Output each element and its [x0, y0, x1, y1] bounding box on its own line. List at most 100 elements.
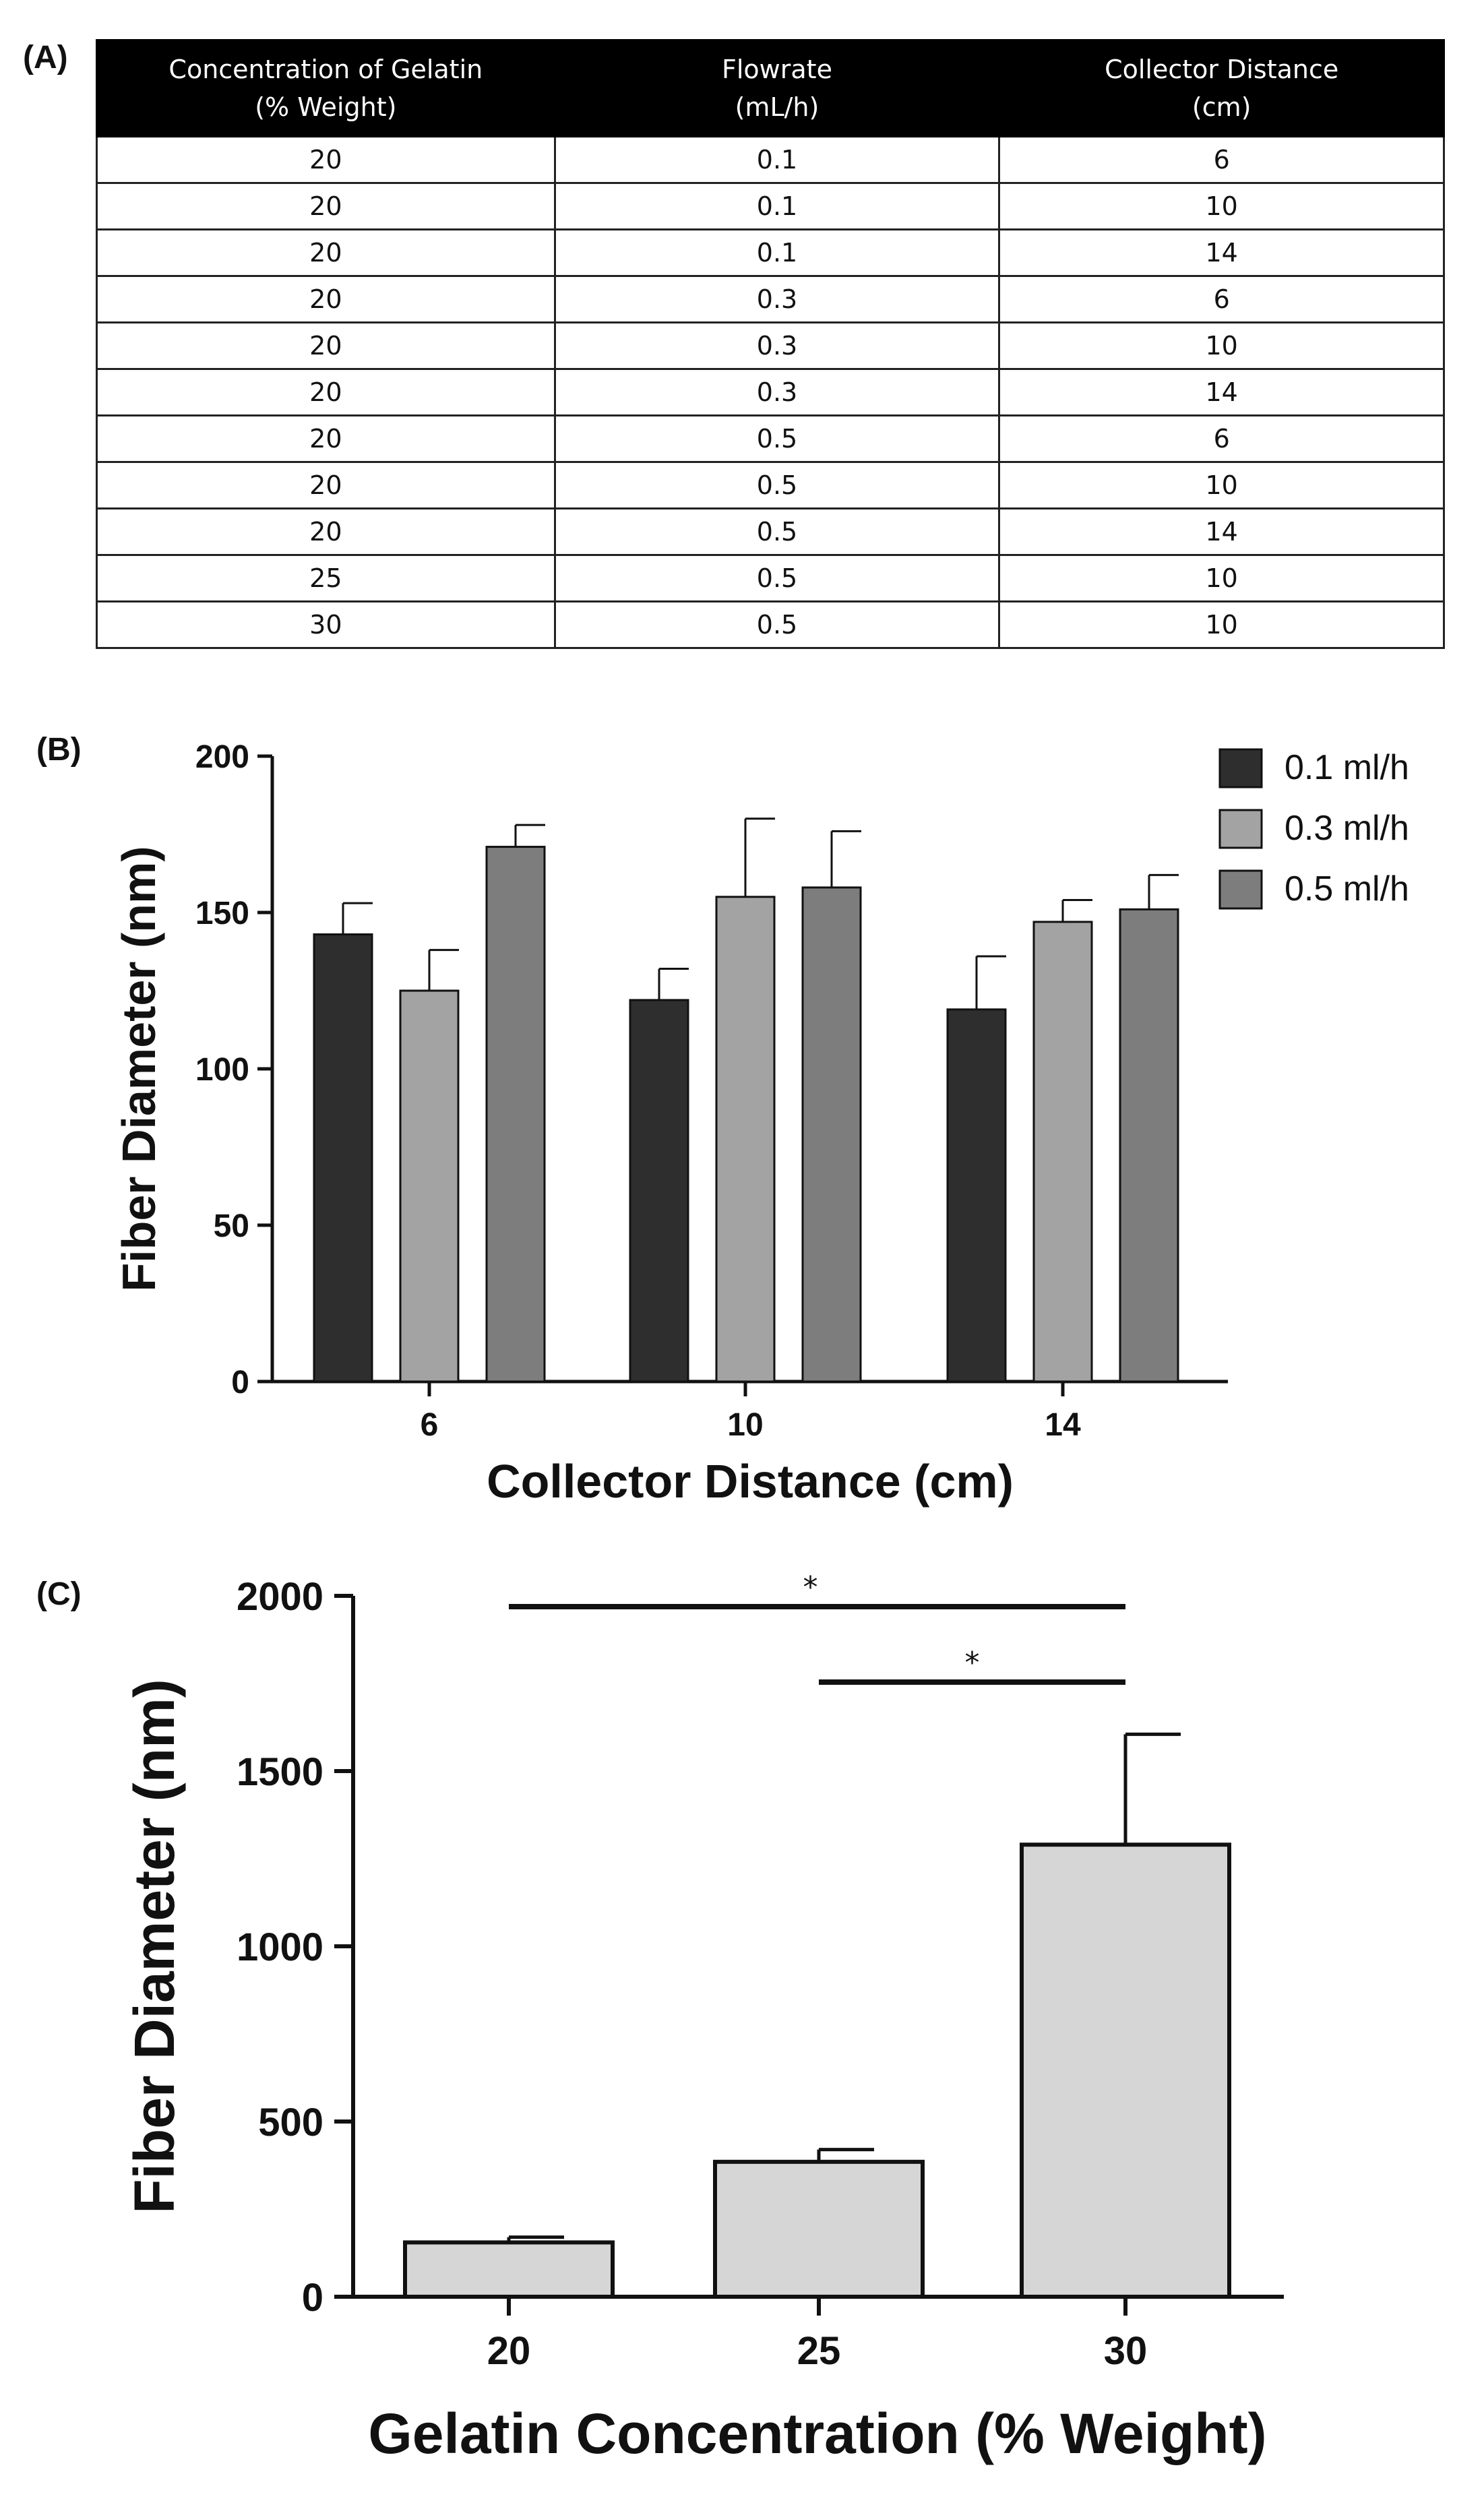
table-cell: 0.5 — [553, 600, 1001, 649]
table-row: 25 0.5 10 — [96, 554, 1445, 602]
significance-star: * — [803, 1570, 818, 1605]
x-tick-label: 6 — [421, 1407, 439, 1443]
table-cell: 0.3 — [553, 275, 1001, 323]
significance-star: * — [965, 1646, 980, 1680]
table-row: 20 0.1 14 — [96, 228, 1445, 277]
header-flowrate: Flowrate (mL/h) — [553, 39, 1001, 137]
y-tick-label: 1500 — [237, 1750, 323, 1794]
header-flowrate-line1: Flowrate — [722, 55, 832, 84]
chart-fiber-diameter-vs-concentration: 0 500 1000 1500 2000 20 25 30 * * Gelatin Concentr… — [123, 1570, 1284, 2465]
table-cell: 20 — [96, 368, 556, 416]
table-cell: 10 — [998, 554, 1445, 602]
x-axis-title: Gelatin Concentration (% Weight) — [368, 2402, 1266, 2465]
table-row: 20 0.3 6 — [96, 275, 1445, 323]
table-cell: 6 — [998, 414, 1445, 463]
bar — [1119, 908, 1179, 1383]
table-cell: 10 — [998, 321, 1445, 370]
legend-label: 0.5 ml/h — [1285, 869, 1409, 908]
y-tick-label: 50 — [214, 1208, 249, 1244]
bar — [715, 896, 776, 1383]
legend-swatch — [1218, 748, 1263, 788]
header-concentration-line1: Concentration of Gelatin — [168, 55, 483, 84]
y-tick-label: 200 — [195, 739, 249, 775]
table-cell: 20 — [96, 414, 556, 463]
header-distance-line2: (cm) — [1192, 92, 1251, 122]
y-tick-label: 1000 — [237, 1925, 323, 1969]
bar — [801, 886, 862, 1383]
header-concentration: Concentration of Gelatin (% Weight) — [96, 39, 556, 137]
table-cell: 6 — [998, 135, 1445, 184]
chart-fiber-diameter-vs-distance: 0 50 100 150 200 6 10 14 Collector Distance (cm)… — [113, 739, 1409, 1508]
x-tick-label: 14 — [1045, 1407, 1081, 1443]
table-cell: 14 — [998, 368, 1445, 416]
table-cell: 14 — [998, 228, 1445, 277]
y-tick-label: 100 — [195, 1052, 249, 1088]
x-tick-label: 20 — [487, 2329, 531, 2373]
y-tick-label: 0 — [231, 1365, 249, 1400]
header-flowrate-line2: (mL/h) — [735, 92, 820, 122]
x-tick-label: 30 — [1104, 2329, 1148, 2373]
panel-label-a: (A) — [23, 40, 68, 75]
table-cell: 0.5 — [553, 554, 1001, 602]
table-cell: 0.1 — [553, 135, 1001, 184]
table-cell: 20 — [96, 228, 556, 277]
bar — [1032, 921, 1093, 1383]
table-header-row: Concentration of Gelatin (% Weight) Flow… — [96, 39, 1445, 137]
table-row: 20 0.1 6 — [96, 135, 1445, 184]
table-cell: 20 — [96, 507, 556, 556]
y-tick-label: 150 — [195, 896, 249, 931]
table-row: 20 0.3 14 — [96, 368, 1445, 416]
table-row: 20 0.3 10 — [96, 321, 1445, 370]
y-tick-label: 2000 — [237, 1575, 323, 1619]
header-distance-line1: Collector Distance — [1105, 55, 1339, 84]
y-tick-label: 500 — [258, 2101, 323, 2144]
table-cell: 0.3 — [553, 321, 1001, 370]
table-cell: 0.5 — [553, 507, 1001, 556]
table-row: 20 0.1 10 — [96, 182, 1445, 230]
bar — [403, 2240, 615, 2299]
table-cell: 20 — [96, 275, 556, 323]
table-row: 20 0.5 14 — [96, 507, 1445, 556]
x-tick-label: 10 — [727, 1407, 763, 1443]
panel-label-c: (C) — [36, 1576, 82, 1612]
table-cell: 20 — [96, 461, 556, 509]
bar — [629, 999, 689, 1383]
table-cell: 10 — [998, 461, 1445, 509]
table-cell: 0.3 — [553, 368, 1001, 416]
bar — [1020, 1843, 1231, 2299]
table-cell: 10 — [998, 182, 1445, 230]
parameters-table: Concentration of Gelatin (% Weight) Flow… — [96, 39, 1445, 649]
x-axis-title: Collector Distance (cm) — [487, 1455, 1014, 1508]
table-cell: 0.5 — [553, 414, 1001, 463]
table-cell: 20 — [96, 321, 556, 370]
bar — [313, 933, 373, 1383]
table-cell: 6 — [998, 275, 1445, 323]
bar — [946, 1008, 1007, 1383]
header-concentration-line2: (% Weight) — [255, 92, 397, 122]
legend-swatch — [1218, 869, 1263, 910]
table-cell: 20 — [96, 182, 556, 230]
table-cell: 14 — [998, 507, 1445, 556]
table-row: 20 0.5 10 — [96, 461, 1445, 509]
y-axis-title: Fiber Diameter (nm) — [123, 1679, 186, 2214]
table-cell: 20 — [96, 135, 556, 184]
legend-label: 0.1 ml/h — [1285, 748, 1409, 787]
y-tick-label: 0 — [302, 2276, 323, 2320]
table-cell: 0.1 — [553, 182, 1001, 230]
panel-label-b: (B) — [36, 732, 82, 768]
bar — [713, 2159, 925, 2299]
x-tick-label: 25 — [797, 2329, 841, 2373]
table-cell: 10 — [998, 600, 1445, 649]
table-row: 20 0.5 6 — [96, 414, 1445, 463]
table-row: 30 0.5 10 — [96, 600, 1445, 649]
bar — [399, 989, 460, 1383]
bar — [485, 846, 546, 1383]
y-axis-title: Fiber Diameter (nm) — [113, 846, 165, 1291]
table-cell: 30 — [96, 600, 556, 649]
legend-label: 0.3 ml/h — [1285, 809, 1409, 848]
header-collector-distance: Collector Distance (cm) — [998, 39, 1445, 137]
table-cell: 0.5 — [553, 461, 1001, 509]
table-cell: 0.1 — [553, 228, 1001, 277]
table-cell: 25 — [96, 554, 556, 602]
legend-swatch — [1218, 809, 1263, 849]
